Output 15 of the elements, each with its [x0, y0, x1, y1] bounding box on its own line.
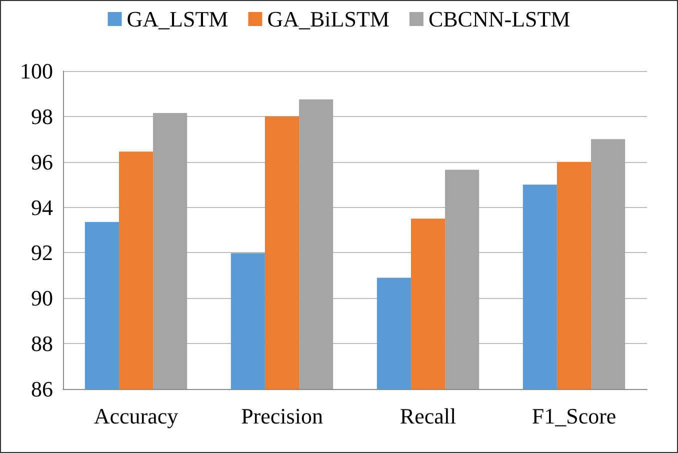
y-tick-label: 94	[31, 194, 53, 220]
x-tick-label: Precision	[241, 404, 323, 428]
y-tick-label: 92	[31, 240, 53, 266]
legend-label: CBCNN-LSTM	[428, 6, 570, 32]
y-tick-label: 86	[31, 376, 53, 402]
y-tick-label: 88	[31, 331, 53, 356]
y-tick-label: 96	[31, 149, 53, 174]
x-tick-label: Accuracy	[94, 404, 178, 428]
legend-label: GA_LSTM	[126, 6, 228, 32]
legend-label: GA_BiLSTM	[267, 6, 390, 32]
y-tick-label: 98	[31, 104, 53, 129]
x-tick-label: F1_Score	[532, 404, 616, 428]
y-tick-label: 90	[31, 286, 53, 311]
x-tick-label: Recall	[400, 404, 456, 428]
y-tick-label: 100	[20, 58, 53, 84]
